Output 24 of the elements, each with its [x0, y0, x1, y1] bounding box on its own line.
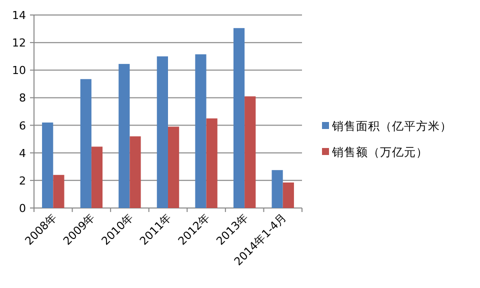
- bar: [42, 122, 54, 208]
- y-tick-label: 4: [19, 146, 26, 160]
- y-tick-label: 0: [19, 202, 26, 215]
- bar: [91, 146, 103, 208]
- y-tick-label: 8: [19, 92, 26, 105]
- bar: [272, 170, 283, 208]
- bar: [195, 54, 206, 208]
- y-tick-label: 2: [19, 174, 26, 188]
- y-tick-label: 6: [19, 119, 26, 132]
- bar: [168, 126, 180, 208]
- bar: [233, 28, 245, 208]
- bar: [206, 118, 218, 208]
- legend-label: 销售面积（亿平方米）: [331, 119, 452, 133]
- y-tick-label: 10: [12, 64, 26, 78]
- bar: [80, 79, 92, 208]
- bar: [282, 182, 294, 208]
- bar: [156, 56, 168, 208]
- bar: [118, 64, 130, 208]
- bar: [53, 174, 64, 208]
- y-tick-label: 12: [12, 36, 26, 50]
- legend-label: 销售额（万亿元）: [331, 145, 428, 159]
- bar: [130, 136, 141, 208]
- y-tick-label: 14: [12, 9, 26, 22]
- bar: [244, 96, 256, 208]
